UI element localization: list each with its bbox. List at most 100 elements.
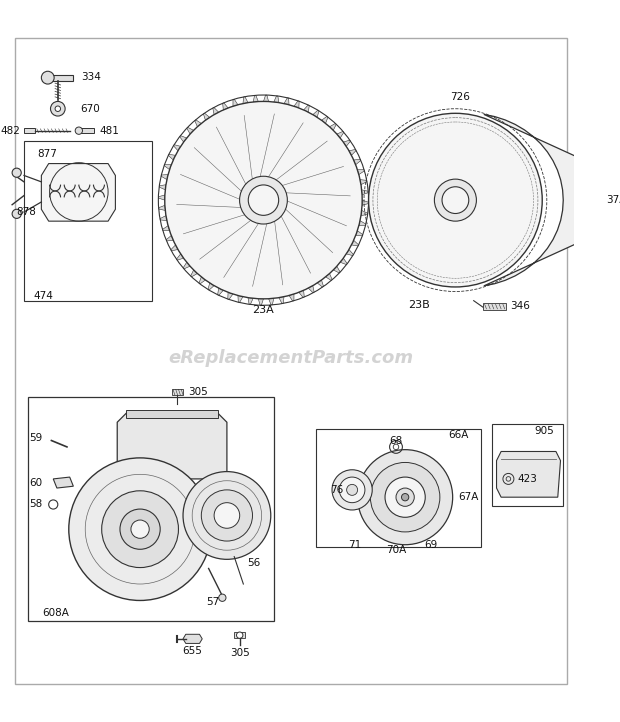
Polygon shape xyxy=(228,292,233,300)
Polygon shape xyxy=(360,180,367,185)
Text: 57: 57 xyxy=(206,597,220,607)
Circle shape xyxy=(442,187,469,214)
Polygon shape xyxy=(326,274,332,280)
Polygon shape xyxy=(183,262,190,269)
Circle shape xyxy=(370,463,440,532)
Circle shape xyxy=(102,491,179,567)
Polygon shape xyxy=(469,156,530,190)
Polygon shape xyxy=(234,221,272,287)
Polygon shape xyxy=(386,144,438,196)
Polygon shape xyxy=(459,216,488,277)
Text: 655: 655 xyxy=(182,645,202,656)
Polygon shape xyxy=(208,221,262,284)
Wedge shape xyxy=(405,464,432,497)
Polygon shape xyxy=(299,290,304,297)
Polygon shape xyxy=(203,113,210,121)
Circle shape xyxy=(368,113,542,287)
Polygon shape xyxy=(283,205,342,266)
Text: 474: 474 xyxy=(33,291,53,301)
Text: 58: 58 xyxy=(29,500,42,510)
Polygon shape xyxy=(457,126,502,182)
Text: eReplacementParts.com: eReplacementParts.com xyxy=(168,349,414,367)
Ellipse shape xyxy=(155,544,164,553)
Polygon shape xyxy=(423,123,452,185)
Text: 59: 59 xyxy=(29,432,42,443)
Circle shape xyxy=(50,101,65,116)
Polygon shape xyxy=(177,157,242,203)
Circle shape xyxy=(339,477,365,503)
Polygon shape xyxy=(409,219,454,274)
Circle shape xyxy=(248,185,278,215)
Polygon shape xyxy=(172,389,183,395)
Polygon shape xyxy=(199,277,205,284)
Polygon shape xyxy=(265,116,319,179)
Polygon shape xyxy=(334,266,340,273)
Polygon shape xyxy=(317,280,324,287)
Circle shape xyxy=(580,183,586,189)
Polygon shape xyxy=(243,97,248,103)
Polygon shape xyxy=(357,170,365,175)
Polygon shape xyxy=(391,216,448,263)
Polygon shape xyxy=(174,144,180,151)
Text: 69: 69 xyxy=(424,540,437,549)
Circle shape xyxy=(202,490,252,541)
Circle shape xyxy=(55,106,61,111)
Ellipse shape xyxy=(155,505,164,514)
Wedge shape xyxy=(372,483,405,511)
Polygon shape xyxy=(401,129,442,190)
Circle shape xyxy=(69,458,211,601)
Polygon shape xyxy=(234,632,245,638)
Circle shape xyxy=(347,484,358,495)
Text: 76: 76 xyxy=(330,485,343,495)
Polygon shape xyxy=(359,221,366,226)
Polygon shape xyxy=(164,165,171,170)
Text: 305: 305 xyxy=(188,387,208,397)
Circle shape xyxy=(385,477,425,517)
Circle shape xyxy=(183,471,271,560)
Polygon shape xyxy=(329,123,336,131)
Polygon shape xyxy=(255,113,293,179)
Polygon shape xyxy=(463,137,520,185)
Polygon shape xyxy=(349,149,356,155)
Circle shape xyxy=(120,509,160,549)
Circle shape xyxy=(580,211,586,217)
Bar xyxy=(492,424,563,506)
Circle shape xyxy=(131,520,149,539)
Polygon shape xyxy=(356,230,363,236)
Polygon shape xyxy=(361,190,368,195)
Polygon shape xyxy=(226,113,263,183)
Polygon shape xyxy=(259,299,263,305)
Polygon shape xyxy=(289,294,294,301)
Polygon shape xyxy=(340,258,347,265)
Circle shape xyxy=(42,71,54,84)
Text: 670: 670 xyxy=(81,104,100,114)
Text: 481: 481 xyxy=(99,126,119,136)
Text: 423: 423 xyxy=(518,474,538,484)
Polygon shape xyxy=(469,211,510,271)
Circle shape xyxy=(214,503,240,529)
Polygon shape xyxy=(448,123,479,182)
Polygon shape xyxy=(24,128,35,134)
Polygon shape xyxy=(208,283,214,290)
Polygon shape xyxy=(218,288,223,295)
Polygon shape xyxy=(81,128,94,134)
Polygon shape xyxy=(379,165,436,202)
Polygon shape xyxy=(168,155,175,160)
Polygon shape xyxy=(159,185,166,190)
Polygon shape xyxy=(162,226,170,230)
Polygon shape xyxy=(160,216,167,221)
Polygon shape xyxy=(53,477,73,488)
Polygon shape xyxy=(264,217,301,287)
Circle shape xyxy=(435,179,476,221)
Text: 905: 905 xyxy=(534,427,554,436)
Polygon shape xyxy=(195,120,202,127)
Bar xyxy=(126,410,218,417)
Polygon shape xyxy=(294,101,299,108)
Ellipse shape xyxy=(117,505,125,514)
Wedge shape xyxy=(405,483,438,511)
Circle shape xyxy=(236,632,243,638)
Polygon shape xyxy=(346,250,353,256)
Polygon shape xyxy=(248,297,253,305)
Text: 37A: 37A xyxy=(606,195,620,205)
Polygon shape xyxy=(483,303,506,310)
